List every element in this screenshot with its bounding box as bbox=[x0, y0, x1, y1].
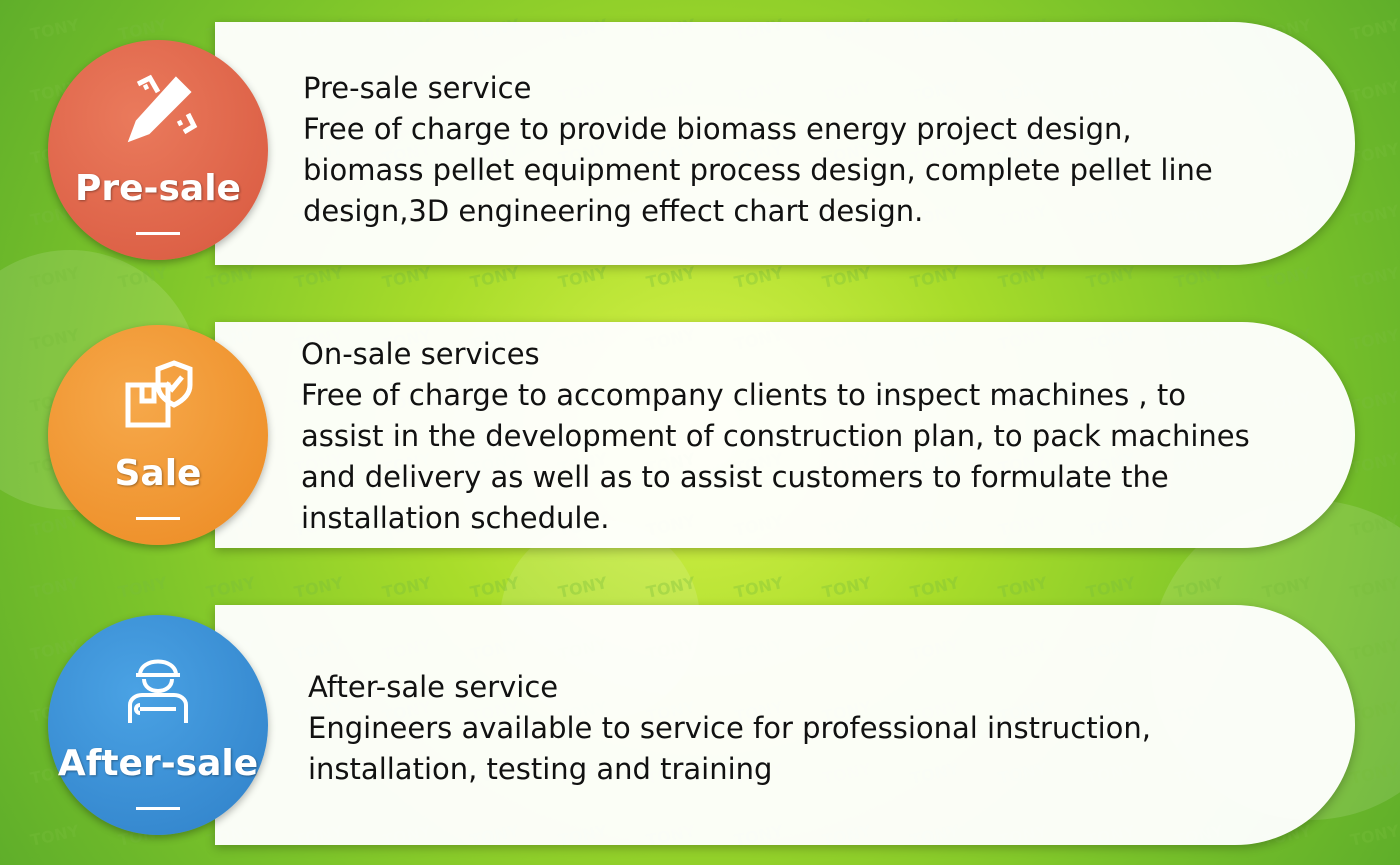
watermark-text: TONY bbox=[820, 573, 873, 602]
aftersale-line: Engineers available to service for profe… bbox=[308, 711, 1151, 745]
badge-underline bbox=[136, 517, 180, 520]
onsale-text: On-sale services Free of charge to accom… bbox=[301, 334, 1250, 539]
watermark-text: TONY bbox=[1348, 387, 1400, 416]
watermark-text: TONY bbox=[1348, 201, 1400, 230]
aftersale-title: After-sale service bbox=[308, 670, 559, 704]
badge-underline bbox=[136, 232, 180, 235]
presale-line: Free of charge to provide biomass energy… bbox=[303, 112, 1132, 146]
onsale-title: On-sale services bbox=[301, 337, 540, 371]
watermark-text: TONY bbox=[204, 263, 257, 292]
aftersale-badge-label: After-sale bbox=[57, 743, 259, 784]
onsale-line: and delivery as well as to assist custom… bbox=[301, 460, 1169, 494]
watermark-text: TONY bbox=[908, 573, 961, 602]
onsale-line: Free of charge to accompany clients to i… bbox=[301, 378, 1186, 412]
onsale-card bbox=[215, 322, 1355, 548]
watermark-text: TONY bbox=[732, 263, 785, 292]
pencil-ruler-icon bbox=[127, 74, 198, 143]
watermark-text: TONY bbox=[732, 573, 785, 602]
watermark-text: TONY bbox=[1348, 263, 1400, 292]
watermark-text: TONY bbox=[996, 573, 1049, 602]
watermark-text: TONY bbox=[1348, 139, 1400, 168]
watermark-text: TONY bbox=[1172, 263, 1225, 292]
watermark-text: TONY bbox=[1348, 821, 1400, 850]
presale-title: Pre-sale service bbox=[303, 71, 532, 105]
watermark-text: TONY bbox=[1348, 77, 1400, 106]
watermark-text: TONY bbox=[820, 263, 873, 292]
watermark-text: TONY bbox=[644, 263, 697, 292]
badge-underline bbox=[136, 807, 180, 810]
sale-badge-label: Sale bbox=[114, 453, 202, 494]
watermark-text: TONY bbox=[380, 263, 433, 292]
presale-badge-label: Pre-sale bbox=[75, 168, 241, 209]
watermark-text: TONY bbox=[1348, 325, 1400, 354]
watermark-text: TONY bbox=[908, 263, 961, 292]
onsale-line: installation schedule. bbox=[301, 501, 610, 535]
aftersale-text: After-sale service Engineers available t… bbox=[308, 667, 1151, 790]
watermark-text: TONY bbox=[1084, 573, 1137, 602]
watermark-text: TONY bbox=[556, 263, 609, 292]
aftersale-card bbox=[215, 605, 1355, 845]
watermark-text: TONY bbox=[292, 263, 345, 292]
watermark-text: TONY bbox=[116, 573, 169, 602]
watermark-text: TONY bbox=[292, 573, 345, 602]
watermark-text: TONY bbox=[28, 573, 81, 602]
watermark-text: TONY bbox=[1260, 263, 1313, 292]
presale-line: design,3D engineering effect chart desig… bbox=[303, 194, 924, 228]
aftersale-line: installation, testing and training bbox=[308, 752, 773, 786]
watermark-text: TONY bbox=[204, 573, 257, 602]
presale-card bbox=[215, 22, 1355, 265]
engineer-wrench-icon bbox=[128, 659, 188, 723]
sale-badge: Sale bbox=[48, 325, 268, 545]
watermark-text: TONY bbox=[380, 573, 433, 602]
watermark-text: TONY bbox=[996, 263, 1049, 292]
watermark-text: TONY bbox=[28, 15, 81, 44]
presale-badge: Pre-sale bbox=[48, 40, 268, 260]
presale-line: biomass pellet equipment process design,… bbox=[303, 153, 1213, 187]
watermark-text: TONY bbox=[1084, 263, 1137, 292]
watermark-text: TONY bbox=[1348, 449, 1400, 478]
box-shield-icon bbox=[125, 360, 193, 428]
watermark-text: TONY bbox=[1348, 15, 1400, 44]
watermark-text: TONY bbox=[28, 511, 81, 540]
onsale-line: assist in the development of constructio… bbox=[301, 419, 1250, 453]
watermark-text: TONY bbox=[468, 263, 521, 292]
aftersale-badge: After-sale bbox=[48, 615, 268, 835]
presale-text: Pre-sale service Free of charge to provi… bbox=[303, 68, 1213, 232]
watermark-text: TONY bbox=[28, 821, 81, 850]
